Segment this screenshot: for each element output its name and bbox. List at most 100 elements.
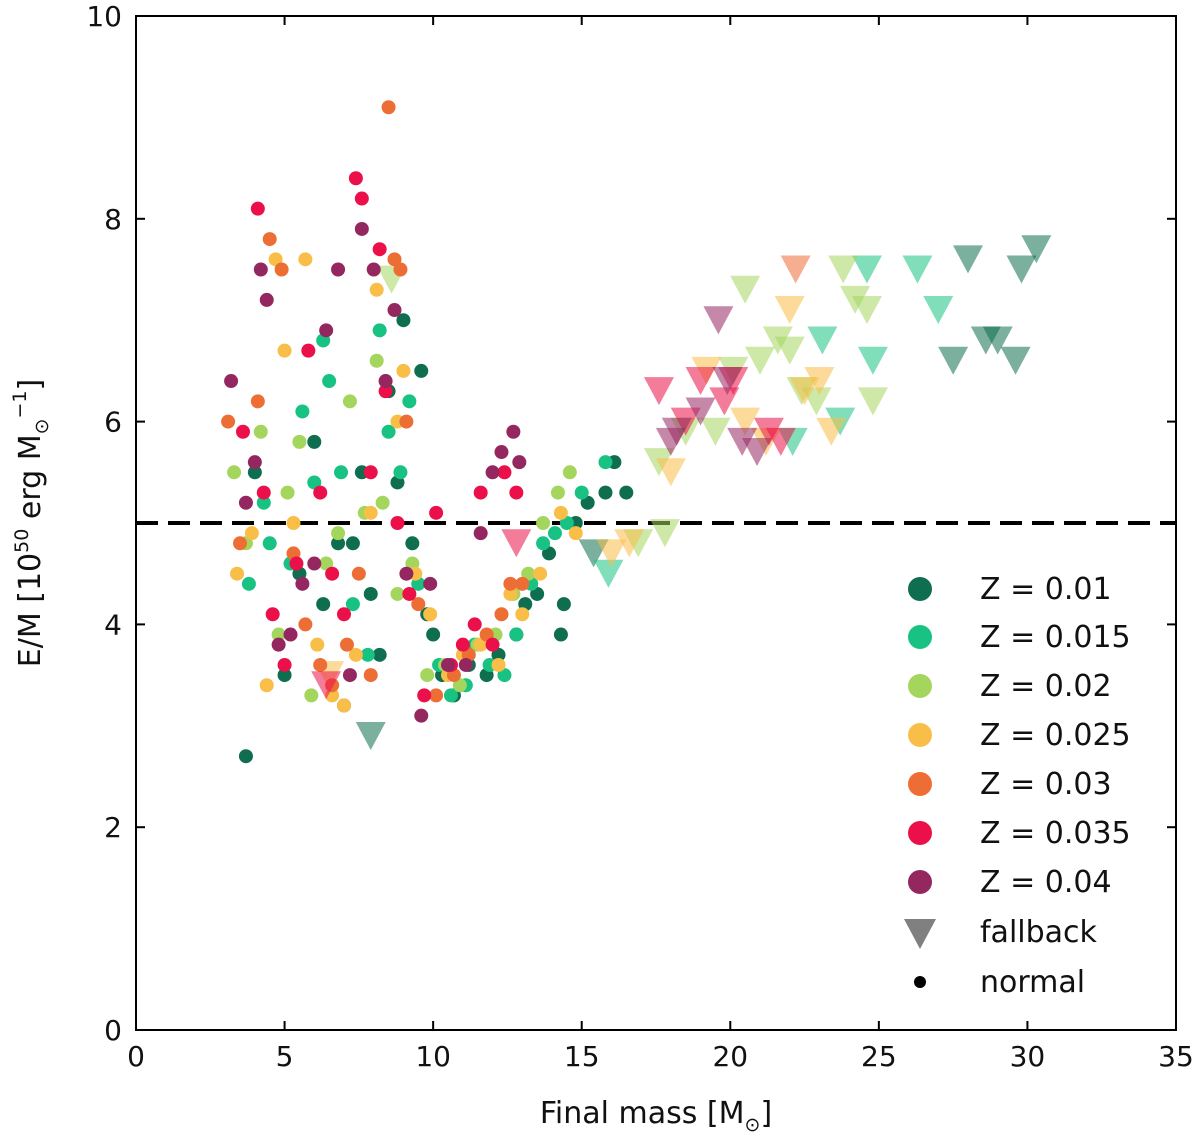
normal-point (574, 485, 589, 500)
fallback-point (816, 417, 847, 446)
normal-point (310, 637, 325, 652)
fallback-point (1021, 235, 1052, 264)
normal-point (334, 465, 349, 480)
fallback-point (857, 387, 888, 416)
normal-point (556, 597, 571, 612)
normal-point (268, 252, 283, 267)
normal-point (521, 566, 536, 581)
legend-marker (908, 577, 932, 601)
fallback-point (857, 346, 888, 375)
legend-label: Z = 0.025 (980, 718, 1131, 753)
legend-marker (908, 772, 932, 796)
legend-marker (908, 723, 932, 747)
fallback-point (643, 377, 674, 406)
fallback-triangle-icon (904, 919, 936, 949)
fallback-point (745, 346, 775, 375)
normal-point (331, 262, 346, 277)
normal-point (295, 576, 310, 591)
legend-label: normal (980, 965, 1085, 1000)
data-points (221, 100, 1052, 764)
normal-point (497, 668, 512, 683)
normal-point (491, 647, 506, 662)
x-tick-label: 20 (712, 1040, 748, 1073)
normal-point (238, 749, 253, 764)
normal-point (381, 424, 396, 439)
normal-point (598, 455, 613, 470)
normal-point (536, 516, 551, 530)
normal-point (458, 657, 473, 672)
y-axis-label: E/M [1050 erg M⊙−1] (9, 379, 53, 667)
normal-point (221, 414, 236, 429)
x-tick-label: 35 (1158, 1040, 1194, 1073)
fallback-point (730, 407, 761, 436)
legend-entry: Z = 0.02 (908, 669, 1112, 704)
legend-entry: Z = 0.025 (908, 718, 1131, 753)
normal-point (399, 414, 414, 429)
legend-label: Z = 0.04 (980, 865, 1112, 900)
fallback-point (742, 438, 773, 467)
fallback-point (774, 296, 805, 325)
normal-point (253, 424, 268, 439)
normal-point (494, 445, 509, 460)
normal-point (262, 536, 277, 551)
normal-point (369, 353, 384, 368)
normal-point (271, 627, 286, 642)
fallback-point (596, 539, 627, 568)
normal-point (375, 495, 390, 510)
normal-point (411, 597, 426, 612)
normal-point (247, 455, 262, 470)
fallback-point (685, 397, 716, 426)
fallback-point (807, 326, 838, 355)
normal-point (337, 698, 351, 713)
normal-point (473, 526, 488, 541)
normal-point (378, 384, 393, 399)
normal-point (533, 566, 548, 581)
fallback-point (828, 255, 859, 284)
legend-label: fallback (980, 915, 1098, 950)
normal-point (325, 566, 340, 581)
normal-point (562, 465, 577, 480)
normal-point (393, 262, 408, 277)
normal-point (241, 576, 256, 591)
fallback-point (902, 255, 933, 284)
normal-point (301, 343, 316, 358)
normal-point (467, 617, 482, 632)
normal-point (509, 627, 524, 642)
x-tick-label: 30 (1010, 1040, 1046, 1073)
normal-point (259, 678, 274, 693)
normal-point (292, 434, 307, 449)
normal-point (339, 637, 354, 652)
normal-point (331, 536, 346, 551)
legend-label: Z = 0.03 (980, 767, 1112, 802)
normal-point (337, 607, 351, 622)
normal-point (417, 688, 432, 703)
normal-point (452, 678, 467, 693)
legend-entry: Z = 0.01 (908, 572, 1112, 607)
normal-point (497, 465, 512, 480)
legend-marker (908, 870, 932, 894)
legend-entry: Z = 0.035 (908, 816, 1131, 851)
normal-point (307, 556, 322, 571)
x-tick-label: 0 (127, 1040, 145, 1073)
normal-point (230, 566, 245, 581)
normal-point (304, 688, 319, 703)
normal-point (250, 201, 265, 216)
fallback-point (804, 367, 835, 396)
normal-point (396, 313, 411, 328)
normal-point (366, 262, 381, 277)
fallback-point (311, 671, 342, 700)
normal-point (319, 556, 334, 571)
fallback-point (1006, 255, 1037, 284)
normal-point (342, 668, 357, 683)
legend-label: Z = 0.02 (980, 669, 1112, 704)
fallback-point (501, 529, 532, 558)
fallback-point (923, 296, 954, 325)
normal-point (429, 505, 444, 520)
normal-point (319, 323, 334, 338)
normal-point (372, 647, 387, 662)
y-tick-label: 0 (104, 1014, 122, 1047)
legend-entry: Z = 0.015 (908, 620, 1131, 655)
fallback-point (614, 529, 645, 558)
legend-marker (908, 821, 932, 845)
